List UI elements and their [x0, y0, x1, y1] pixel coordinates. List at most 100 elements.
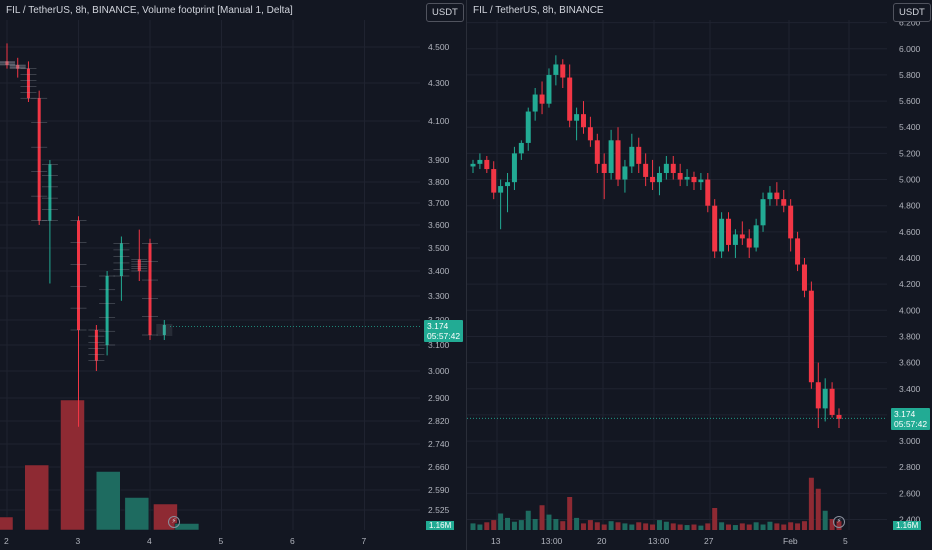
right-currency-button[interactable]: USDT	[893, 3, 931, 22]
volume-bar	[505, 517, 511, 530]
candle-body	[698, 179, 704, 183]
volume-bar	[788, 522, 794, 530]
y-tick-label: 2.660	[428, 462, 450, 472]
volume-bar	[767, 521, 773, 530]
candle-body	[137, 259, 141, 271]
y-tick-label: 5.600	[899, 96, 921, 106]
x-tick-label: 7	[362, 536, 367, 546]
candle-body	[525, 111, 531, 143]
volume-bar	[705, 523, 711, 530]
candle-body	[477, 159, 483, 164]
y-tick-label: 3.500	[428, 243, 450, 253]
candle-body	[553, 64, 559, 75]
y-tick-label: 2.525	[428, 505, 450, 515]
candlestick-chart-canvas[interactable]: 6.200 6.000 5.800 5.600 5.400 5.200 5.000 4.800…	[467, 0, 932, 550]
y-tick-label: 3.700	[428, 198, 450, 208]
candle-body	[539, 94, 545, 104]
y-tick-label: 4.800	[899, 201, 921, 211]
volume-bar	[795, 523, 801, 530]
right-last-price: 3.174	[894, 409, 916, 419]
left-lightning-icon[interactable]: ⚡	[168, 516, 180, 528]
candle-body	[636, 146, 642, 164]
y-tick-label: 5.400	[899, 122, 921, 132]
candle-body	[684, 176, 690, 180]
x-tick-label: 27	[704, 536, 714, 546]
candle-body	[162, 325, 166, 335]
candle-body	[594, 140, 600, 164]
y-tick-label: 2.740	[428, 439, 450, 449]
x-tick-label: 4	[147, 536, 152, 546]
y-tick-label: 4.300	[428, 78, 450, 88]
candle-body	[567, 77, 573, 121]
footprint-chart-canvas[interactable]: 4.500 4.300 4.100 3.900 3.800 3.700 3.600 3.500…	[0, 0, 466, 550]
candle-body	[580, 114, 586, 128]
candle-body	[753, 225, 759, 248]
left-currency-button[interactable]: USDT	[426, 3, 464, 22]
volume-bar	[546, 514, 552, 530]
candle-body	[663, 163, 669, 173]
y-tick-label: 3.100	[428, 340, 450, 350]
right-chart-title: FIL / TetherUS, 8h, BINANCE	[473, 5, 604, 16]
candle-body	[105, 276, 109, 345]
y-tick-label: 5.200	[899, 148, 921, 158]
candle-body	[5, 61, 9, 65]
candle-body	[643, 163, 649, 177]
volume-bar	[670, 523, 676, 530]
y-tick-label: 2.400	[899, 515, 921, 525]
left-countdown: 05:57:42	[427, 331, 461, 341]
y-tick-label: 4.100	[428, 116, 450, 126]
volume-bar	[615, 522, 621, 530]
volume-bar	[732, 525, 738, 530]
left-volume-label: 1.16M	[426, 521, 455, 530]
volume-bar	[677, 524, 683, 530]
footprint-chart-pane[interactable]: 4.500 4.300 4.100 3.900 3.800 3.700 3.600 3.500…	[0, 0, 466, 550]
volume-bar	[753, 522, 759, 530]
candle-body	[491, 169, 497, 193]
left-chart-title: FIL / TetherUS, 8h, BINANCE, Volume foot…	[6, 5, 293, 16]
volume-bar	[587, 520, 593, 530]
x-tick-label: 6	[290, 536, 295, 546]
volume-bar	[553, 519, 559, 530]
volume-bar	[774, 523, 780, 530]
candle-body	[77, 220, 80, 330]
candle-body	[719, 218, 725, 252]
y-tick-label: 2.590	[428, 485, 450, 495]
candle-body	[677, 173, 683, 180]
right-lightning-icon[interactable]: ⚡	[833, 516, 845, 528]
y-tick-label: 5.800	[899, 70, 921, 80]
candle-body	[498, 186, 504, 193]
candle-body	[705, 179, 711, 206]
volume-bar	[477, 524, 483, 530]
y-tick-label: 4.000	[899, 305, 921, 315]
candle-body	[691, 176, 697, 183]
y-tick-label: 6.200	[899, 18, 921, 28]
volume-bar	[712, 508, 718, 530]
volume-bar	[580, 523, 586, 530]
x-tick-label: 5	[219, 536, 224, 546]
volume-profile-bar	[124, 497, 150, 531]
volume-bar	[822, 510, 828, 530]
y-tick-label: 3.600	[899, 358, 921, 368]
candle-body	[16, 65, 20, 69]
right-last-price-label: 3.174 05:57:42	[891, 408, 931, 430]
y-tick-label: 6.000	[899, 44, 921, 54]
volume-bar	[470, 523, 476, 530]
volume-profile-bar	[24, 464, 49, 531]
volume-bar	[829, 519, 835, 530]
volume-bar	[608, 521, 614, 530]
candle-body	[532, 94, 538, 112]
candle-body	[732, 234, 738, 245]
candle-body	[656, 173, 662, 183]
y-tick-label: 4.400	[899, 253, 921, 263]
candle-body	[712, 205, 718, 252]
volume-bar	[532, 519, 538, 530]
x-tick-label: 3	[76, 536, 81, 546]
volume-bar	[663, 521, 669, 530]
right-volume-label: 1.16M	[893, 521, 922, 530]
candlestick-chart-pane[interactable]: 6.200 6.000 5.800 5.600 5.400 5.200 5.000 4.800…	[466, 0, 932, 550]
x-tick-label: Feb	[783, 536, 798, 546]
candle-body	[615, 140, 621, 180]
candle-body	[608, 140, 614, 173]
candle-body	[788, 205, 794, 239]
y-tick-label: 3.900	[428, 155, 450, 165]
